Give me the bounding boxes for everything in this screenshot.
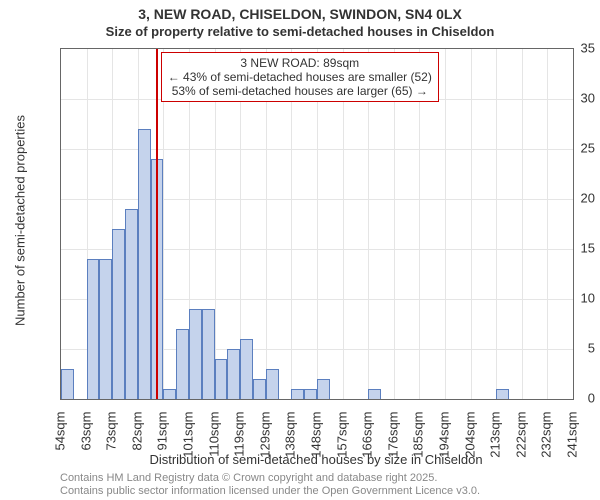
histogram-bar [125,209,138,399]
histogram-bar [176,329,189,399]
histogram-bar [496,389,509,399]
histogram-bar [87,259,100,399]
annotation-smaller: ← 43% of semi-detached houses are smalle… [168,70,432,84]
y-axis-label: Number of semi-detached properties [13,111,28,331]
histogram-bar [163,389,176,399]
histogram-bar [253,379,266,399]
property-marker-line [156,49,158,399]
histogram-bar [368,389,381,399]
histogram-bar [240,339,253,399]
histogram-bar [189,309,202,399]
histogram-bar [291,389,304,399]
annotation-larger: 53% of semi-detached houses are larger (… [168,84,432,98]
attribution-line-2: Contains public sector information licen… [60,485,480,497]
histogram-bar [138,129,151,399]
histogram-bar [112,229,125,399]
attribution-line-1: Contains HM Land Registry data © Crown c… [60,472,437,484]
chart-title: 3, NEW ROAD, CHISELDON, SWINDON, SN4 0LX [0,6,600,22]
annotation-value: 3 NEW ROAD: 89sqm [168,56,432,70]
histogram-bar [227,349,240,399]
histogram-bar [304,389,317,399]
property-annotation: 3 NEW ROAD: 89sqm ← 43% of semi-detached… [161,52,439,102]
histogram-bar [99,259,112,399]
histogram-bar [61,369,74,399]
histogram-bar [202,309,215,399]
histogram-bar [215,359,228,399]
histogram-bar [266,369,279,399]
histogram-bar [317,379,330,399]
x-axis-label: Distribution of semi-detached houses by … [60,452,572,467]
chart-subtitle: Size of property relative to semi-detach… [0,24,600,39]
